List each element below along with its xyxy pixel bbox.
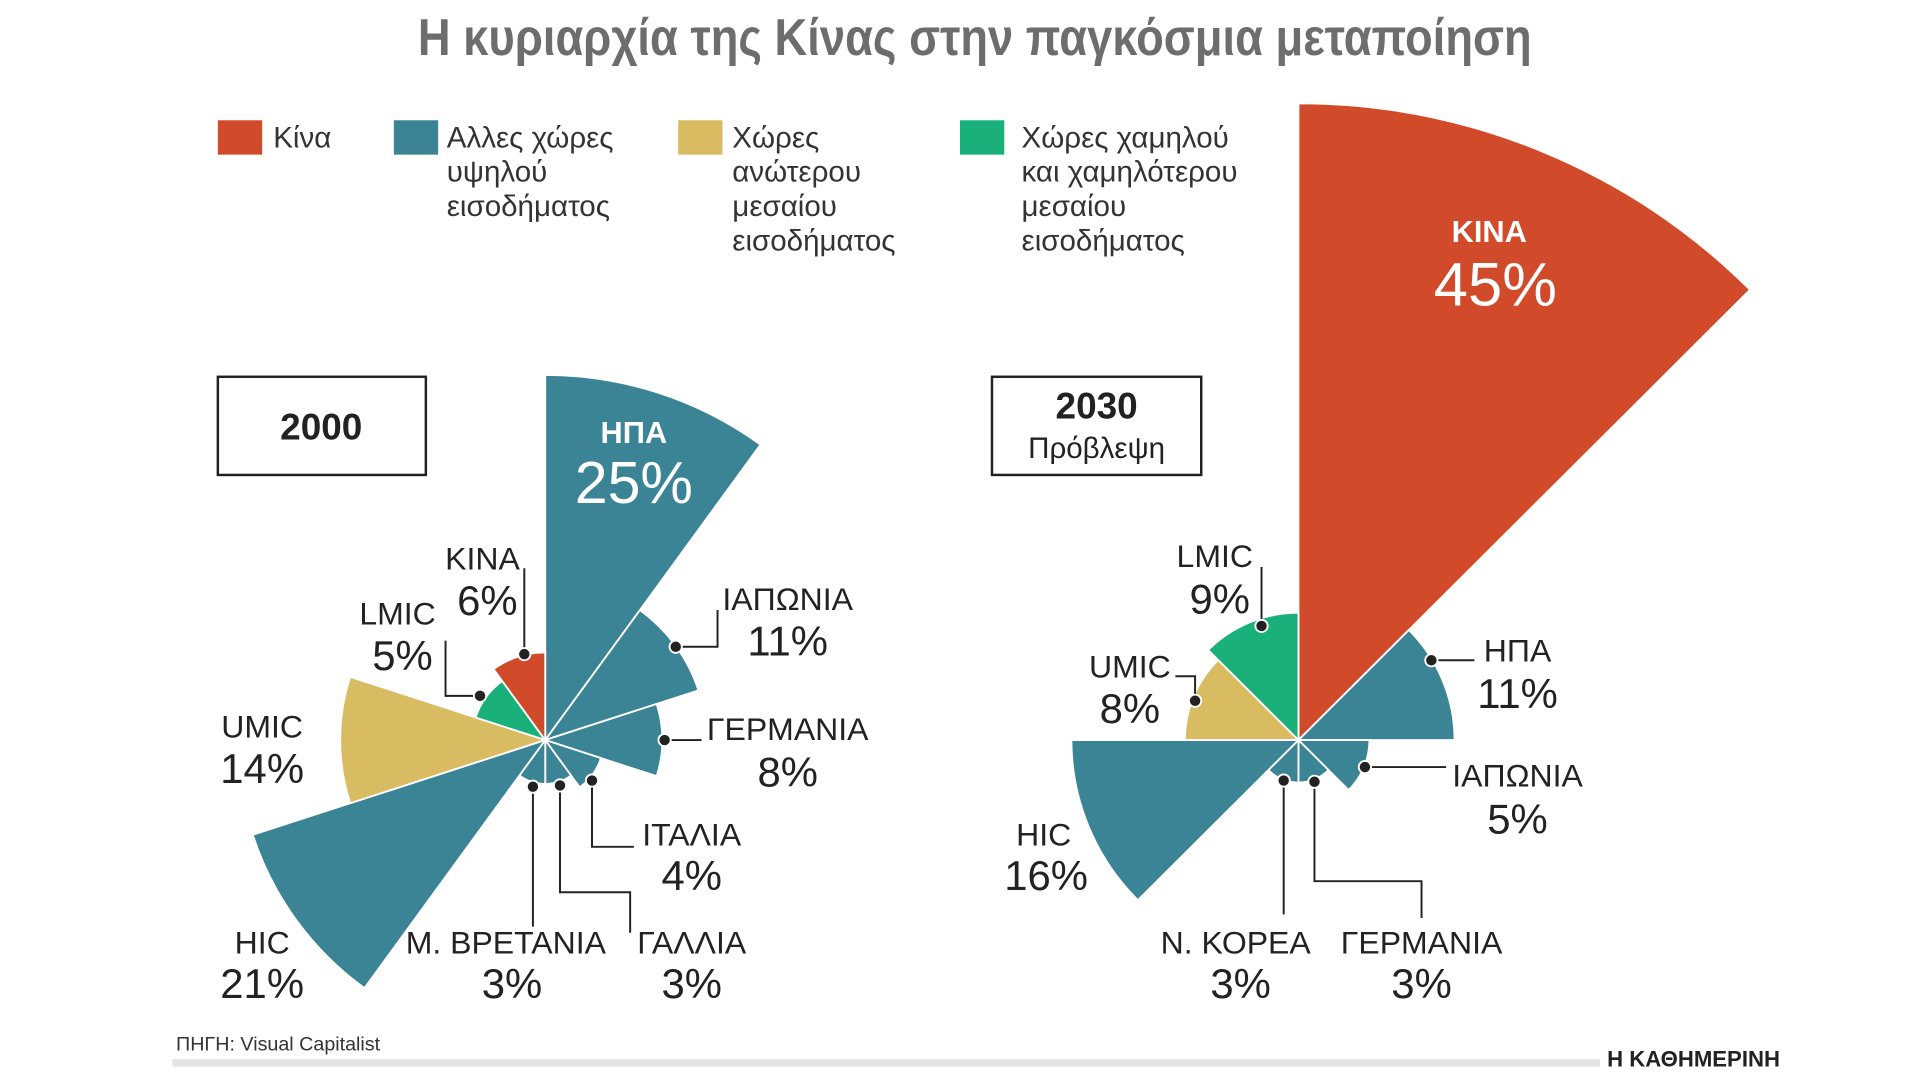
category-label: Ν. ΚΟΡΕΑ xyxy=(1161,925,1312,961)
legend-swatch-umic xyxy=(678,120,723,155)
value-label: 3% xyxy=(661,960,721,1007)
wedge-hic xyxy=(1070,739,1301,902)
value-label: 3% xyxy=(1210,960,1270,1007)
value-label: 6% xyxy=(457,577,517,624)
value-label: 3% xyxy=(1391,960,1451,1007)
value-label: 11% xyxy=(747,617,828,664)
value-label: 9% xyxy=(1189,576,1249,623)
category-label: ΙΑΠΩΝΙΑ xyxy=(1452,758,1583,794)
leader-dot xyxy=(1424,653,1439,668)
legend-label: Χώρες χαμηλού xyxy=(1022,121,1229,154)
leader-dot xyxy=(1357,759,1372,775)
category-label: LMIC xyxy=(359,596,435,632)
leader-dot xyxy=(657,732,672,748)
category-label: ΗΠΑ xyxy=(601,415,668,450)
year-label: 2000 xyxy=(280,406,362,447)
publisher-logo: Η ΚΑΘΗΜΕΡΙΝΗ xyxy=(1607,1047,1780,1072)
leader-dot xyxy=(1276,773,1291,788)
wedge-hic xyxy=(251,738,548,990)
legend: Κίνα Αλλες χώρες υψηλού εισοδήματος Χώρε… xyxy=(217,120,1238,257)
rose-chart-2030 xyxy=(1070,102,1752,902)
value-label: 11% xyxy=(1477,670,1558,717)
category-label: UMIC xyxy=(1089,648,1171,684)
leader-dot xyxy=(552,778,568,793)
category-label: ΓΕΡΜΑΝΙΑ xyxy=(707,711,869,747)
legend-label: Χώρες xyxy=(732,121,819,154)
wedge-ηπα xyxy=(1296,628,1456,741)
legend-label: μεσαίου xyxy=(732,190,837,223)
wedge-lmic xyxy=(1206,611,1300,743)
category-label: Μ. ΒΡΕΤΑΝΙΑ xyxy=(406,925,607,961)
category-label: ΓΑΛΛΙΑ xyxy=(637,925,747,961)
leader-line xyxy=(1313,781,1423,918)
leader-dot xyxy=(1307,774,1322,789)
legend-swatch-lmic xyxy=(960,120,1005,155)
value-label: 21% xyxy=(220,960,304,1007)
leader-line xyxy=(591,780,634,848)
legend-label: υψηλού xyxy=(447,156,548,189)
legend-label: εισοδήματος xyxy=(1022,224,1185,257)
category-label: LMIC xyxy=(1177,538,1253,574)
legend-swatch-china xyxy=(217,120,263,155)
category-label: ΙΑΠΩΝΙΑ xyxy=(722,581,853,617)
leader-dot xyxy=(584,773,600,788)
leader-dot xyxy=(668,639,683,654)
category-label: ΚΙΝΑ xyxy=(445,540,520,576)
value-label: 16% xyxy=(1004,852,1088,899)
category-label: HIC xyxy=(1016,817,1071,853)
category-label: ΙΤΑΛΙΑ xyxy=(642,817,742,853)
chart-title: Η κυριαρχία της Κίνας στην παγκόσμια μετ… xyxy=(418,8,1532,66)
value-label: 25% xyxy=(575,450,693,516)
legend-label: εισοδήματος xyxy=(732,224,895,257)
leader-dot xyxy=(472,688,488,703)
legend-label: Αλλες χώρες xyxy=(447,121,614,154)
wedge-κινα xyxy=(1297,102,1752,743)
rose-chart-2000 xyxy=(251,374,762,990)
value-label: 5% xyxy=(372,632,432,679)
forecast-label: Πρόβλεψη xyxy=(1028,432,1165,465)
labels-2030: ΚΙΝΑ 45% ΗΠΑ 11% ΙΑΠΩΝΙΑ 5% ΓΕΡΜΑΝΙΑ 3% … xyxy=(1004,214,1583,1007)
value-label: 3% xyxy=(482,960,542,1007)
category-label: UMIC xyxy=(221,709,303,745)
leader-line xyxy=(675,609,719,648)
value-label: 4% xyxy=(661,852,721,899)
legend-swatch-high-income xyxy=(393,120,439,155)
year-label: 2030 xyxy=(1056,386,1138,427)
wedge-umic xyxy=(339,675,549,805)
category-label: ΓΕΡΜΑΝΙΑ xyxy=(1341,925,1503,961)
leader-line xyxy=(1175,675,1197,701)
value-label: 14% xyxy=(220,745,304,792)
labels-2000: ΗΠΑ 25% ΙΑΠΩΝΙΑ 11% ΓΕΡΜΑΝΙΑ 8% ΙΤΑΛΙΑ 4… xyxy=(220,415,869,1007)
value-label: 8% xyxy=(1100,685,1160,732)
legend-label: εισοδήματος xyxy=(447,190,610,223)
category-label: ΚΙΝΑ xyxy=(1452,214,1527,249)
leader-line xyxy=(444,640,480,697)
leader-dot xyxy=(1254,618,1269,633)
value-label: 45% xyxy=(1434,251,1557,320)
footer-bar xyxy=(172,1059,1600,1067)
category-label: ΗΠΑ xyxy=(1484,633,1552,669)
year-box-2030 xyxy=(990,375,1203,477)
leader-dot xyxy=(1188,693,1203,708)
leader-dot xyxy=(525,779,540,794)
source-note: ΠΗΓΗ: Visual Capitalist xyxy=(176,1034,381,1056)
leader-dot xyxy=(517,647,532,662)
legend-label: ανώτερου xyxy=(732,156,861,189)
wedge-ηπα xyxy=(544,374,762,743)
legend-label: και χαμηλότερου xyxy=(1022,156,1238,189)
value-label: 8% xyxy=(757,749,817,796)
leader-line xyxy=(559,785,632,933)
year-box-2000 xyxy=(216,375,428,477)
category-label: HIC xyxy=(235,925,290,961)
value-label: 5% xyxy=(1487,795,1547,842)
leader-lines xyxy=(444,567,1475,933)
legend-label: μεσαίου xyxy=(1022,190,1127,223)
legend-label: Κίνα xyxy=(273,121,331,154)
